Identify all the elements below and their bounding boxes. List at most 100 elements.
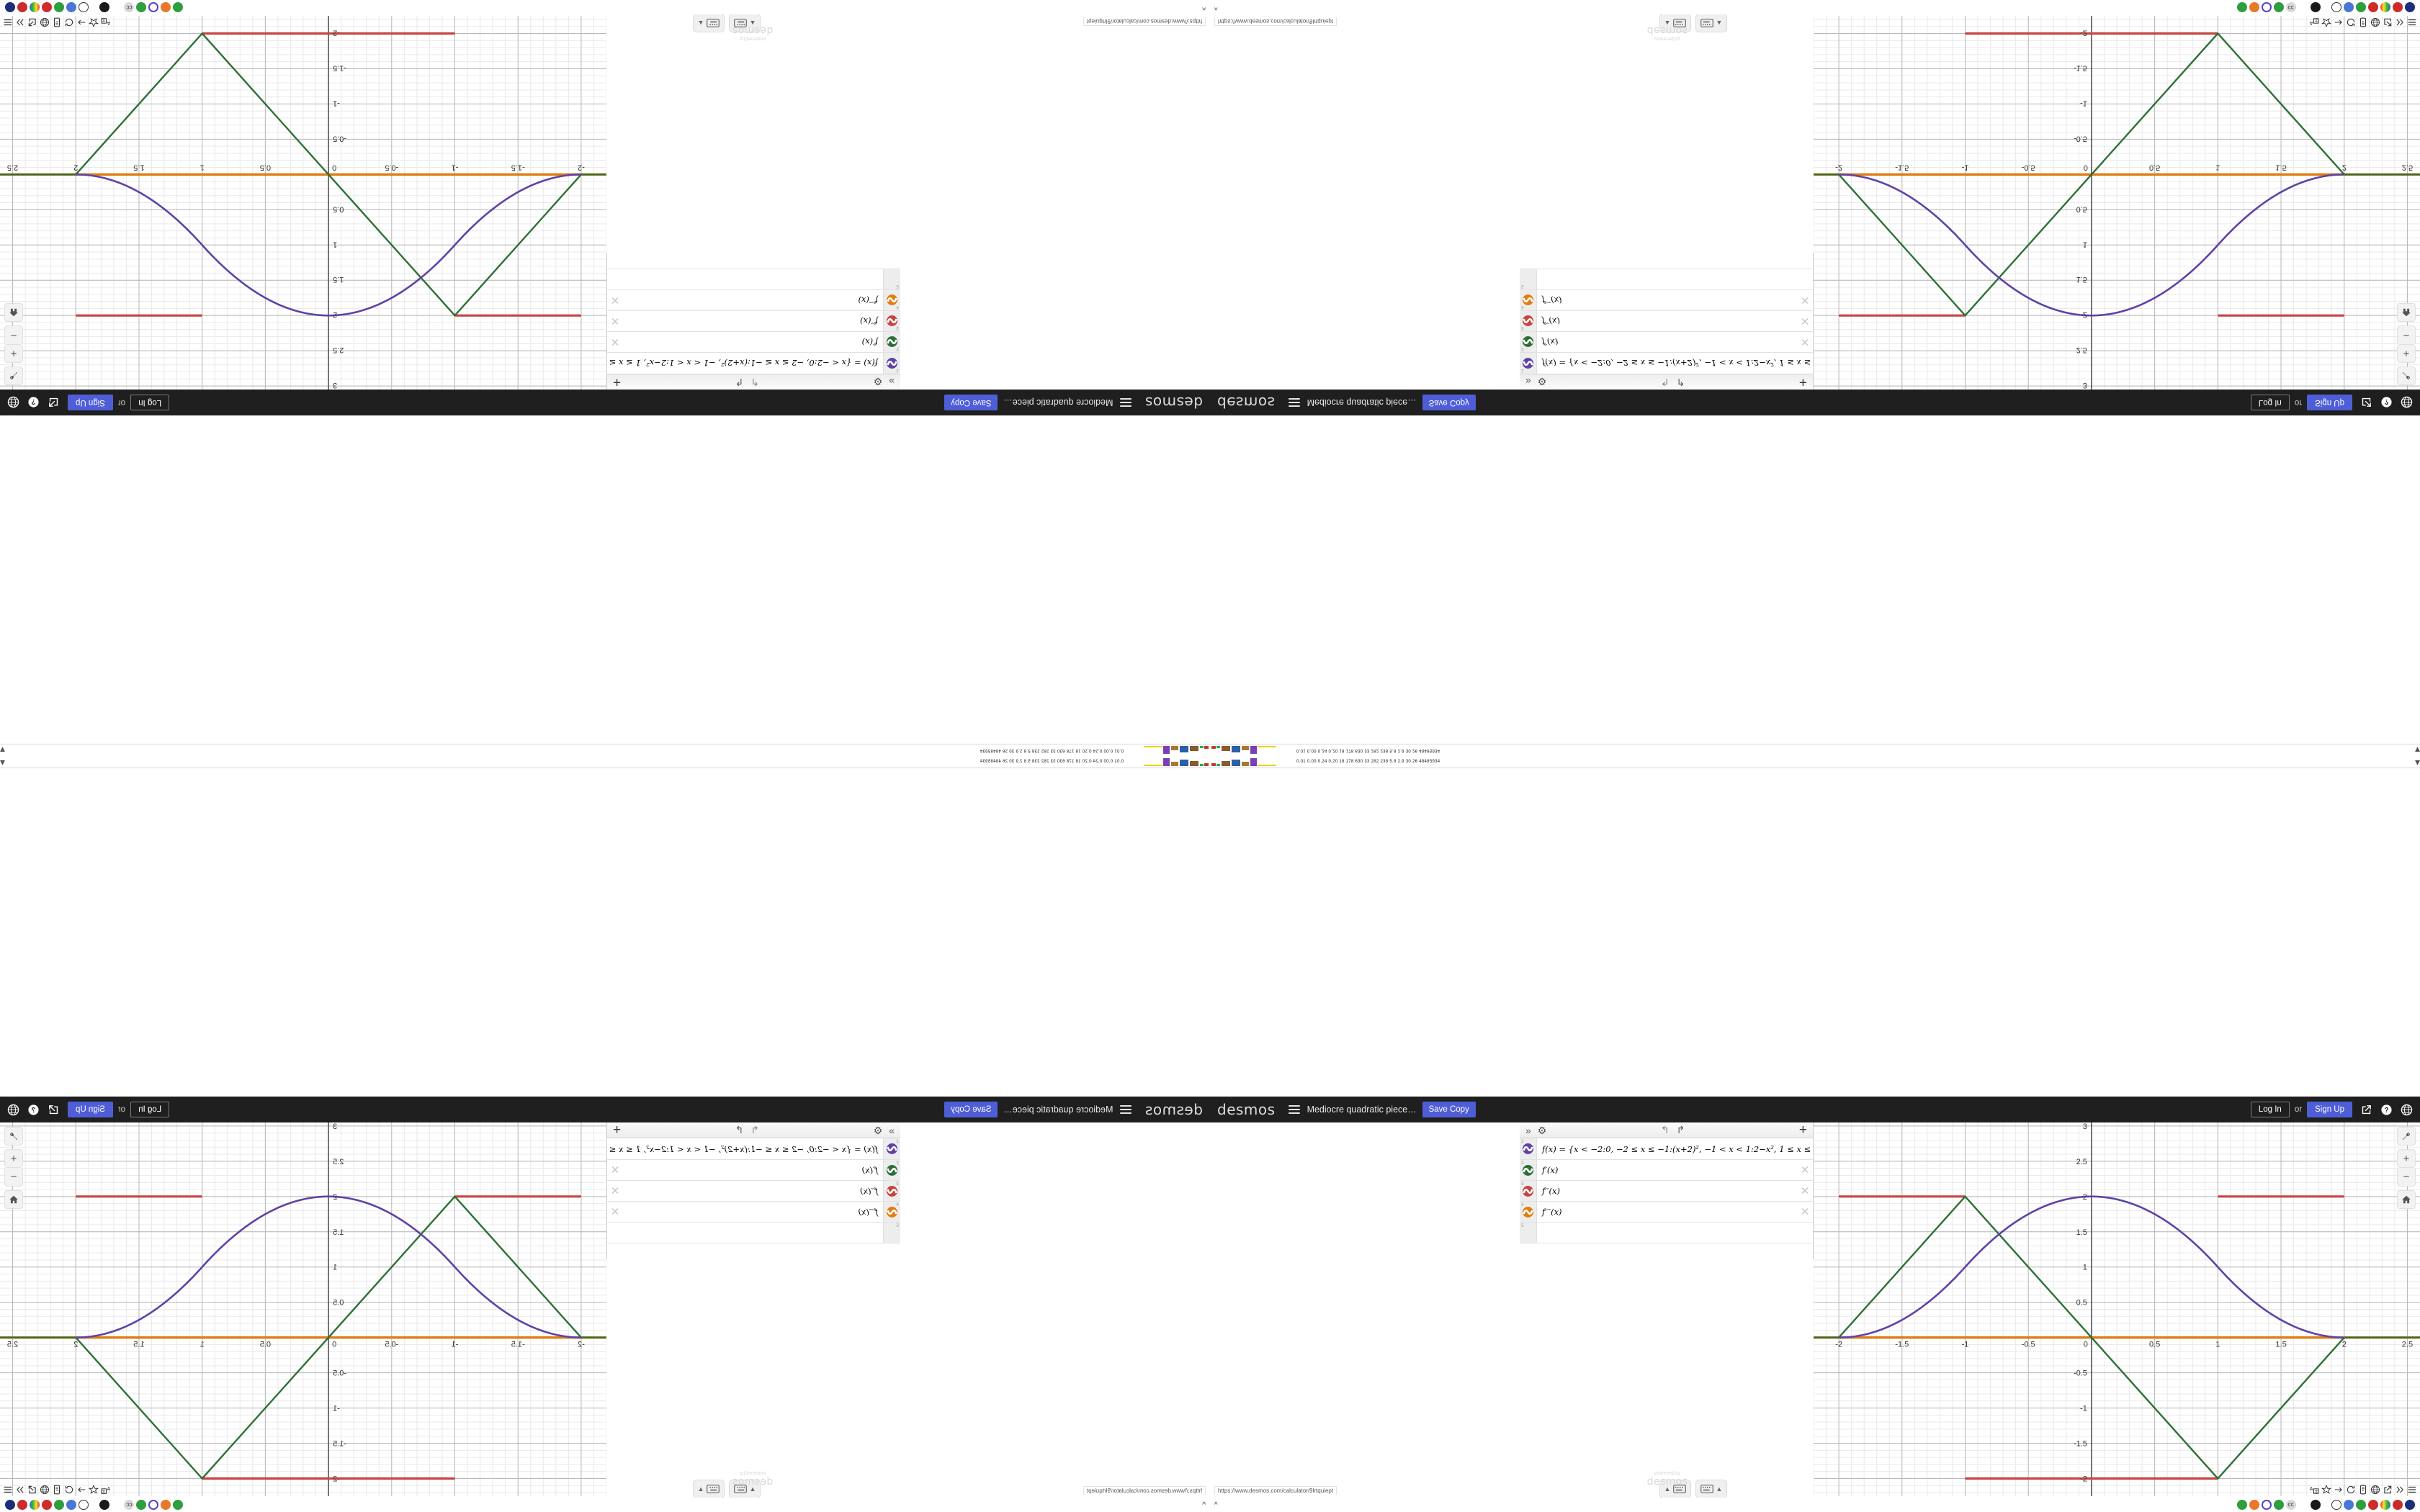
expression-row[interactable]: 4 f′′′(x) ✕: [607, 1202, 900, 1223]
hamburger-icon[interactable]: [3, 1485, 13, 1495]
vk-icon[interactable]: [66, 2, 77, 12]
expression-latex[interactable]: f′′(x): [1542, 316, 1560, 326]
hamburger-icon[interactable]: [1120, 1104, 1132, 1115]
globe-icon[interactable]: [40, 17, 50, 27]
caret-up-icon[interactable]: ^: [1214, 1500, 1218, 1509]
hamburger-icon[interactable]: [3, 17, 13, 27]
delete-expression-icon[interactable]: ✕: [1800, 1164, 1810, 1176]
share-icon[interactable]: [2383, 1485, 2393, 1495]
log-in-button[interactable]: Log In: [2250, 395, 2290, 410]
extension-icon[interactable]: [173, 1500, 184, 1510]
delete-expression-icon[interactable]: ✕: [610, 336, 620, 348]
share-icon[interactable]: [27, 1485, 37, 1495]
expression-color-toggle-icon[interactable]: [1523, 294, 1533, 306]
extension-icon[interactable]: [2273, 1500, 2284, 1510]
delete-expression-icon[interactable]: ✕: [610, 315, 620, 327]
extension-icon[interactable]: [42, 1500, 53, 1510]
chevron-double-right-icon[interactable]: [15, 1485, 25, 1495]
sign-up-button[interactable]: Sign Up: [68, 1102, 113, 1117]
extension-icon[interactable]: [173, 2, 184, 12]
expression-color-toggle-icon[interactable]: [1523, 336, 1533, 348]
expression-color-toggle-icon[interactable]: [1523, 1143, 1533, 1154]
creative-commons-icon[interactable]: cc: [124, 2, 135, 12]
expression-color-toggle-icon[interactable]: [887, 358, 897, 369]
redo-arrow-icon[interactable]: ↱: [1676, 1124, 1685, 1135]
extension-icon[interactable]: [2273, 2, 2284, 12]
reader-icon[interactable]: [52, 17, 62, 27]
star-icon[interactable]: [89, 17, 99, 27]
gear-icon[interactable]: ⚙: [1537, 1124, 1547, 1136]
share-icon[interactable]: [2360, 1104, 2372, 1116]
wrench-icon[interactable]: [4, 1127, 23, 1146]
expression-color-toggle-icon[interactable]: [887, 315, 897, 327]
extension-icon[interactable]: [2261, 1500, 2272, 1510]
delete-expression-icon[interactable]: ✕: [1800, 1206, 1810, 1218]
save-copy-button[interactable]: Save Copy: [1422, 395, 1476, 410]
redo-arrow-icon[interactable]: ↱: [1676, 377, 1685, 388]
expression-row[interactable]: 1 f(x) = {x < −2:0, −2 ≤ x ≤ −1:(x+2)², −…: [519, 352, 900, 374]
extension-icon[interactable]: [2331, 2, 2341, 12]
undo-arrow-icon[interactable]: ↰: [750, 377, 760, 388]
expression-latex[interactable]: f′′′(x): [1542, 1207, 1562, 1217]
graph-canvas[interactable]: -2 -1.5 -1 -0.5 0.5 1 1.5 2 2.5 0 -2 -1.5 -1 -0.5 0.5 1…: [0, 1122, 606, 1496]
caret-up-icon[interactable]: ^: [1202, 3, 1206, 12]
expression-row[interactable]: 3 f′′(x) ✕: [1520, 310, 1813, 331]
add-expression-button[interactable]: +: [613, 374, 622, 390]
caret-up-icon[interactable]: ^: [1214, 3, 1218, 12]
keyboard-toggle-button[interactable]: ▲: [1695, 14, 1727, 32]
delete-expression-icon[interactable]: ✕: [610, 1185, 620, 1197]
extension-icon[interactable]: [2331, 1500, 2341, 1510]
home-icon[interactable]: [4, 1190, 23, 1209]
expression-row[interactable]: 4 f′′′(x) ✕: [1520, 1202, 1813, 1223]
bank-icon[interactable]: [99, 2, 110, 12]
extension-icon[interactable]: [2392, 2, 2403, 12]
extension-icon[interactable]: [30, 1500, 40, 1510]
log-in-button[interactable]: Log In: [130, 395, 170, 410]
zoom-out-button[interactable]: −: [2397, 1168, 2416, 1187]
add-expression-button[interactable]: +: [1798, 1122, 1807, 1138]
extension-icon[interactable]: [2249, 1500, 2259, 1510]
expression-latex[interactable]: f′′(x): [1542, 1186, 1560, 1196]
undo-arrow-icon[interactable]: ↰: [1660, 1124, 1670, 1135]
bank-icon[interactable]: [2310, 1500, 2321, 1510]
caret-down-icon[interactable]: ▾: [2414, 756, 2420, 768]
zoom-in-button[interactable]: +: [4, 344, 23, 363]
extension-icon[interactable]: [136, 1500, 147, 1510]
expression-latex[interactable]: f′(x): [1542, 337, 1559, 347]
arrow-right-icon[interactable]: [2334, 17, 2344, 27]
sign-up-button[interactable]: Sign Up: [68, 395, 113, 410]
expression-row[interactable]: 4 f′′′(x) ✕: [1520, 289, 1813, 310]
extension-icon[interactable]: [2298, 1500, 2308, 1510]
globe-icon[interactable]: [2370, 17, 2380, 27]
extension-icon[interactable]: [79, 1500, 89, 1510]
graph-canvas[interactable]: -2 -1.5 -1 -0.5 0.5 1 1.5 2 2.5 0 -2 -1.5 -1 -0.5 0.5 1…: [1814, 16, 2420, 390]
expression-color-toggle-icon[interactable]: [887, 1143, 897, 1154]
expression-latex[interactable]: f′(x): [861, 337, 878, 347]
expression-color-toggle-icon[interactable]: [887, 1206, 897, 1218]
delete-expression-icon[interactable]: ✕: [610, 294, 620, 306]
expression-color-toggle-icon[interactable]: [887, 336, 897, 348]
save-copy-button[interactable]: Save Copy: [944, 395, 998, 410]
wrench-icon[interactable]: [4, 366, 23, 385]
expression-latex[interactable]: f(x) = {x < −2:0, −2 ≤ x ≤ −1:(x+2)², −1…: [1542, 1143, 1889, 1154]
add-expression-button[interactable]: +: [1798, 374, 1807, 390]
undo-arrow-icon[interactable]: ↰: [1660, 377, 1670, 388]
extension-icon[interactable]: [42, 2, 53, 12]
expression-row[interactable]: 2 f′(x) ✕: [1520, 331, 1813, 352]
hamburger-icon[interactable]: [2407, 1485, 2417, 1495]
translate-icon[interactable]: A 文: [2309, 17, 2319, 27]
reload-icon[interactable]: [64, 1485, 74, 1495]
translate-icon[interactable]: A 文: [101, 1485, 111, 1495]
expression-row[interactable]: 3 f′′(x) ✕: [607, 1181, 900, 1202]
expression-row[interactable]: 5: [1520, 1223, 1813, 1243]
caret-down-icon[interactable]: ▾: [2414, 744, 2420, 756]
graph-title[interactable]: Mediocre quadratic piecewi...: [1307, 1104, 1422, 1115]
extension-icon[interactable]: [30, 2, 40, 12]
extension-icon[interactable]: [17, 1500, 28, 1510]
extension-icon[interactable]: [2367, 1500, 2378, 1510]
chevron-double-right-icon[interactable]: [15, 17, 25, 27]
sign-up-button[interactable]: Sign Up: [2307, 1102, 2352, 1117]
delete-expression-icon[interactable]: ✕: [1800, 315, 1810, 327]
expression-row[interactable]: 5: [1520, 269, 1813, 289]
star-icon[interactable]: [2321, 17, 2331, 27]
